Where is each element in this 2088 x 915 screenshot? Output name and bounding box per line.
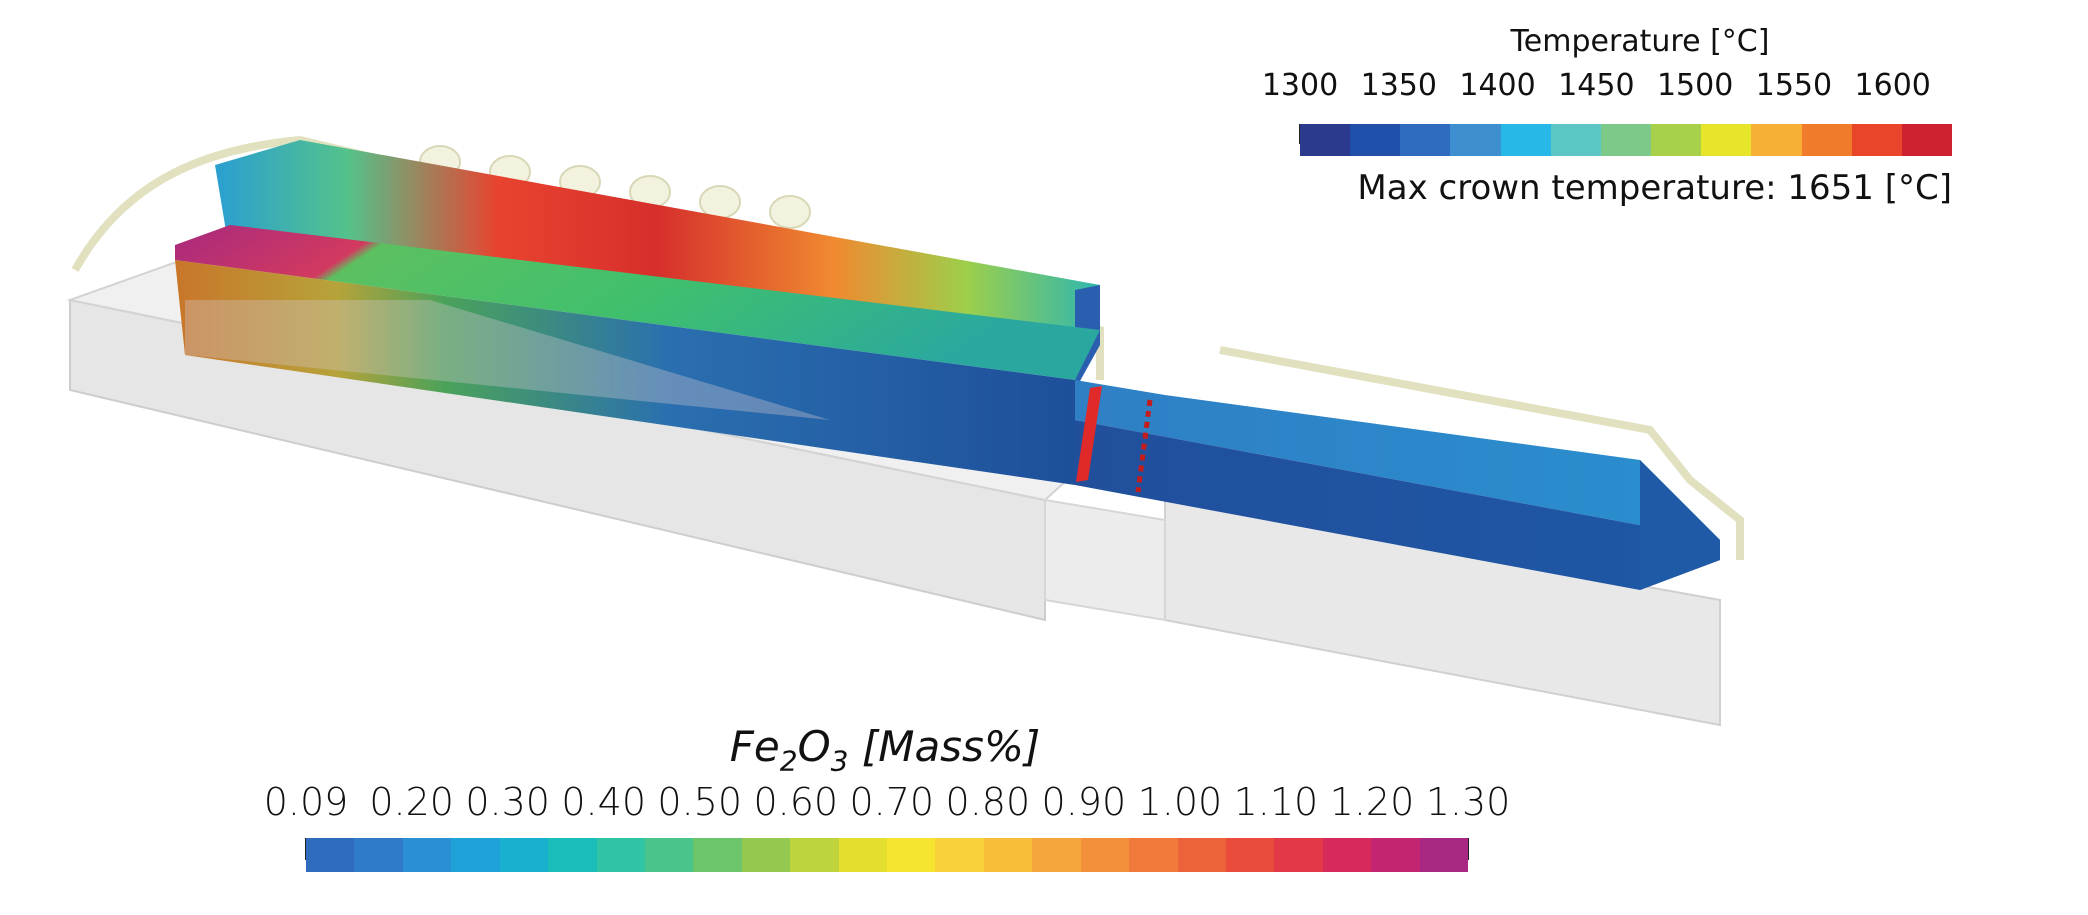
crown-back-wall xyxy=(215,140,1100,340)
temperature-tick-label: 1350 xyxy=(1360,68,1437,103)
crown-outline xyxy=(71,135,1744,560)
fe2o3-tick-label: 1.20 xyxy=(1329,780,1415,824)
temperature-color-segment xyxy=(1801,124,1852,156)
fe2o3-color-segment xyxy=(402,838,452,872)
melt-front-side xyxy=(175,260,1075,485)
fe2o3-color-segment xyxy=(741,838,791,872)
fe2o3-tick-label: 0.20 xyxy=(369,780,454,824)
fe2o3-color-segment xyxy=(1322,838,1372,872)
max-crown-temperature: Max crown temperature: 1651 [°C] xyxy=(1357,168,1952,208)
fe2o3-color-segment xyxy=(306,838,355,872)
fe2o3-tick-label: 0.80 xyxy=(945,780,1031,824)
temperature-tick-label: 1300 xyxy=(1261,68,1339,103)
fe2o3-color-segment xyxy=(1032,838,1081,872)
fe2o3-tick-label: 1.10 xyxy=(1233,780,1319,824)
refiner-side xyxy=(1075,420,1720,590)
temperature-color-segment xyxy=(1350,124,1401,156)
fe2o3-tick-label: 1.30 xyxy=(1425,780,1511,824)
temperature-color-segment xyxy=(1500,124,1551,156)
fe2o3-color-segment xyxy=(548,838,597,872)
temperature-tick-label: 1500 xyxy=(1656,68,1734,103)
refiner-top xyxy=(1075,380,1720,540)
fe2o3-color-segment xyxy=(499,838,549,872)
bubbler-lines xyxy=(1076,386,1153,493)
fe2o3-color-segment xyxy=(1177,838,1227,872)
fe2o3-color-segment xyxy=(838,838,888,872)
fe2o3-color-segment xyxy=(1371,838,1420,872)
fe2o3-color-segment xyxy=(1226,838,1275,872)
temperature-legend-title: Temperature [°C] xyxy=(1510,24,1770,59)
fe2o3-legend-title: Fe2O3 [Mass%] xyxy=(729,722,1041,778)
fe2o3-colorbar xyxy=(306,838,1469,872)
temperature-color-segment xyxy=(1901,124,1953,156)
refiner-end xyxy=(1640,460,1720,590)
fe2o3-color-segment xyxy=(983,838,1033,872)
fe2o3-color-segment xyxy=(790,838,839,872)
fe2o3-color-segment xyxy=(1080,838,1130,872)
fe2o3-tick-label: 0.60 xyxy=(753,780,839,824)
temperature-color-segment xyxy=(1300,124,1351,156)
fe2o3-color-segment xyxy=(1419,838,1469,872)
temperature-color-segment xyxy=(1400,124,1451,156)
fe2o3-color-segment xyxy=(451,838,500,872)
fe2o3-color-segment xyxy=(1129,838,1178,872)
fe2o3-color-segment xyxy=(887,838,936,872)
temperature-color-segment xyxy=(1851,124,1902,156)
fe2o3-color-segment xyxy=(1274,838,1323,872)
temperature-legend: Temperature [°C] 1300 1350 1400 1450 1500 155… xyxy=(1262,20,1980,220)
temperature-tick-label: 1550 xyxy=(1755,68,1833,103)
fe2o3-tick-label: 0.70 xyxy=(849,780,935,824)
temperature-color-segment xyxy=(1701,124,1752,156)
fe2o3-legend: Fe2O3 [Mass%] 0.09 0.20 0.30 0.40 0.50 0.60 0.… xyxy=(264,722,1510,912)
temperature-tick-label: 1400 xyxy=(1459,68,1536,103)
temperature-color-segment xyxy=(1550,124,1601,156)
fe2o3-tick-label: 0.90 xyxy=(1041,780,1127,824)
temperature-color-segment xyxy=(1751,124,1802,156)
fe2o3-color-segment xyxy=(596,838,645,872)
temperature-color-segment xyxy=(1450,124,1501,156)
temperature-tick-label: 1600 xyxy=(1854,68,1931,103)
fe2o3-color-segment xyxy=(354,838,403,872)
fe2o3-tick-label: 0.50 xyxy=(657,780,743,824)
batch-blanket xyxy=(185,300,830,420)
fe2o3-color-segment xyxy=(935,838,984,872)
temperature-color-segment xyxy=(1600,124,1652,156)
fe2o3-tick-label: 1.00 xyxy=(1137,780,1223,824)
fe2o3-tick-label: 0.09 xyxy=(263,780,349,824)
temperature-tick-label: 1450 xyxy=(1558,68,1635,103)
fe2o3-tick-label: 0.40 xyxy=(561,780,646,824)
melt-surface xyxy=(175,225,1100,380)
temperature-color-segment xyxy=(1651,124,1702,156)
temperature-colorbar xyxy=(1300,124,1953,156)
fe2o3-tick-label: 0.30 xyxy=(465,780,550,824)
fe2o3-color-segment xyxy=(644,838,694,872)
fe2o3-color-segment xyxy=(693,838,742,872)
